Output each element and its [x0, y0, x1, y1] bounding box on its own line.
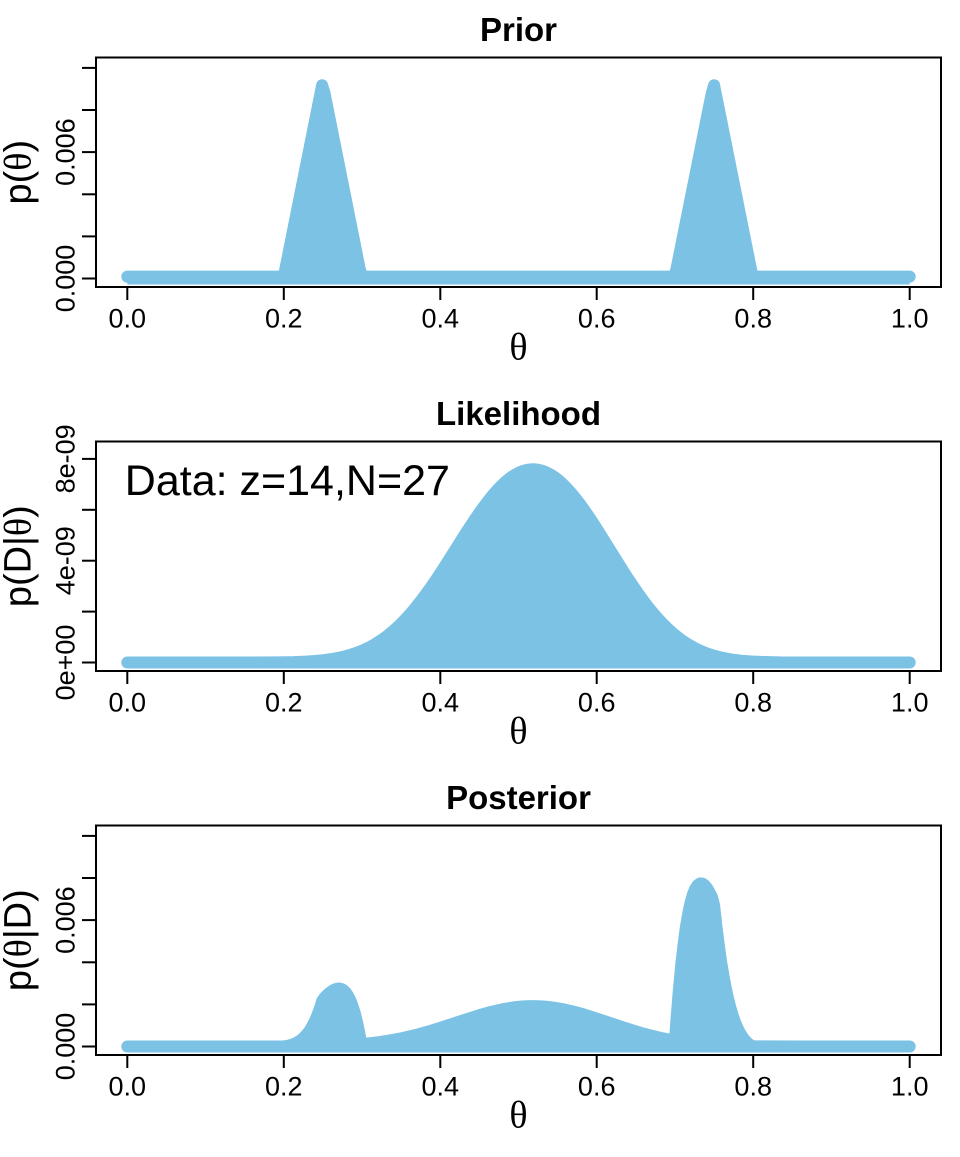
- svg-text:θ: θ: [509, 1095, 527, 1137]
- svg-text:0.0: 0.0: [109, 304, 147, 334]
- svg-text:0.6: 0.6: [578, 304, 616, 334]
- svg-text:1.0: 1.0: [891, 304, 929, 334]
- svg-text:4e-09: 4e-09: [51, 526, 81, 595]
- svg-text:0.006: 0.006: [51, 886, 81, 954]
- svg-text:0e+00: 0e+00: [51, 625, 81, 701]
- svg-text:θ: θ: [509, 327, 527, 369]
- svg-text:0.8: 0.8: [734, 1072, 772, 1102]
- svg-text:0.4: 0.4: [422, 304, 460, 334]
- svg-text:1.0: 1.0: [891, 1072, 929, 1102]
- svg-text:0.2: 0.2: [265, 688, 303, 718]
- svg-text:Posterior: Posterior: [446, 779, 591, 816]
- svg-text:θ: θ: [509, 711, 527, 753]
- svg-text:1.0: 1.0: [891, 688, 929, 718]
- svg-text:0.000: 0.000: [51, 245, 81, 313]
- svg-text:0.2: 0.2: [265, 1072, 303, 1102]
- svg-text:Data: z=14,N=27: Data: z=14,N=27: [125, 457, 450, 505]
- svg-text:0.4: 0.4: [422, 688, 460, 718]
- svg-text:0.2: 0.2: [265, 304, 303, 334]
- svg-text:p(θ|D): p(θ|D): [0, 889, 40, 991]
- svg-text:8e-09: 8e-09: [51, 424, 81, 493]
- svg-text:0.6: 0.6: [578, 688, 616, 718]
- svg-text:0.0: 0.0: [109, 1072, 147, 1102]
- svg-text:0.006: 0.006: [51, 118, 81, 186]
- svg-text:p(D|θ): p(D|θ): [0, 505, 40, 607]
- svg-text:0.8: 0.8: [734, 688, 772, 718]
- svg-text:Prior: Prior: [480, 11, 557, 48]
- svg-text:Likelihood: Likelihood: [436, 395, 601, 432]
- svg-text:0.8: 0.8: [734, 304, 772, 334]
- svg-text:0.4: 0.4: [422, 1072, 460, 1102]
- svg-text:0.0: 0.0: [109, 688, 147, 718]
- svg-text:0.6: 0.6: [578, 1072, 616, 1102]
- svg-text:p(θ): p(θ): [0, 140, 40, 205]
- svg-text:0.000: 0.000: [51, 1013, 81, 1081]
